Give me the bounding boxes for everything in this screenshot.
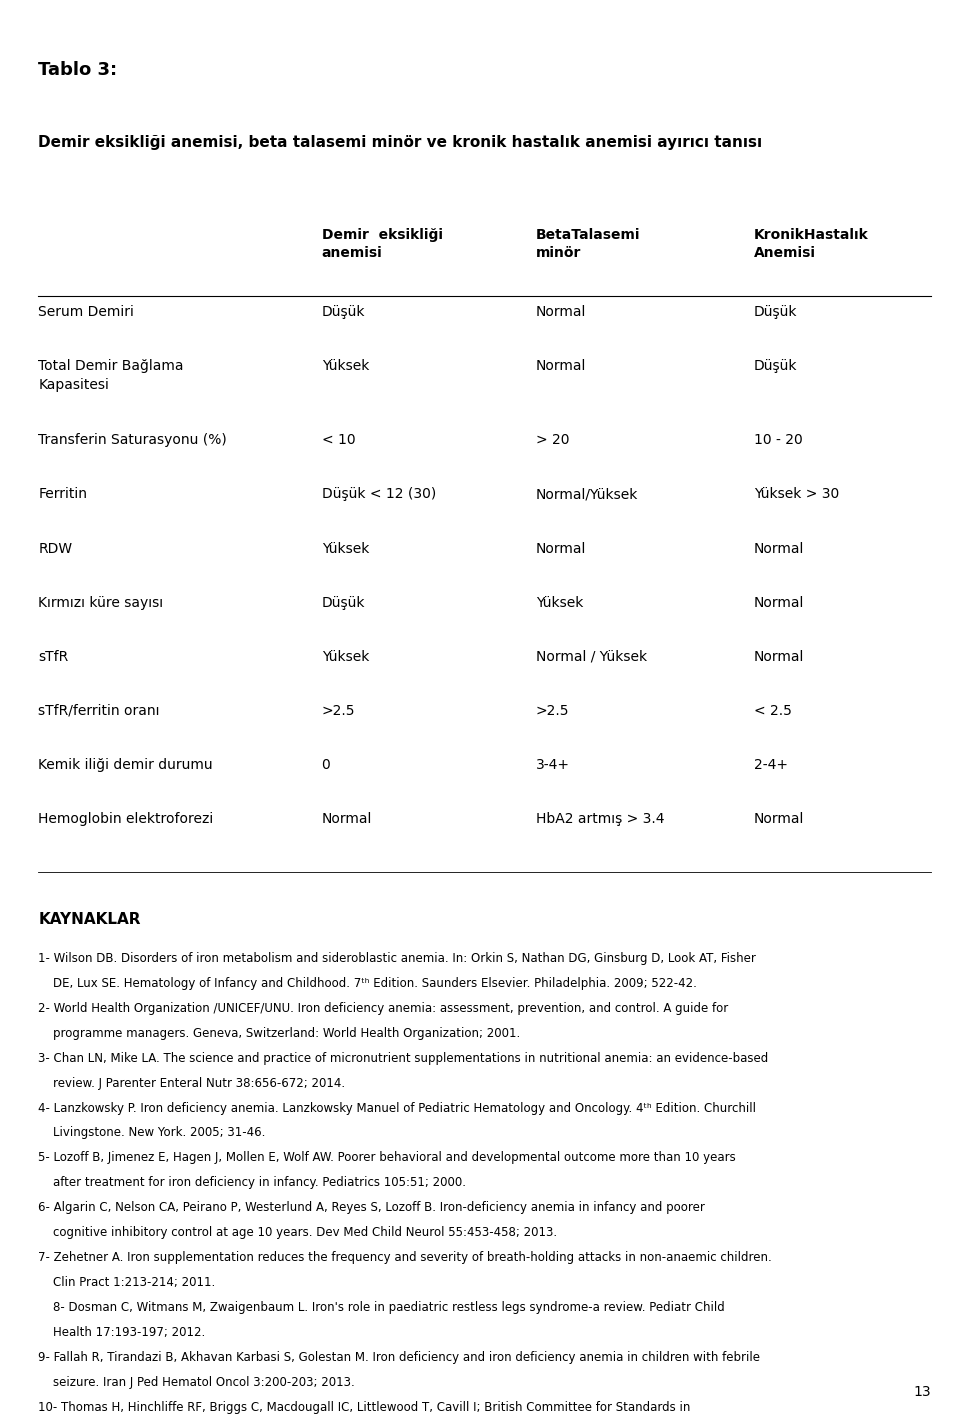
Text: Ferritin: Ferritin xyxy=(38,487,87,502)
Text: Normal: Normal xyxy=(754,650,804,664)
Text: 6- Algarin C, Nelson CA, Peirano P, Westerlund A, Reyes S, Lozoff B. Iron-defici: 6- Algarin C, Nelson CA, Peirano P, West… xyxy=(38,1201,706,1214)
Text: sTfR/ferritin oranı: sTfR/ferritin oranı xyxy=(38,704,160,718)
Text: Normal / Yüksek: Normal / Yüksek xyxy=(536,650,647,664)
Text: programme managers. Geneva, Switzerland: World Health Organization; 2001.: programme managers. Geneva, Switzerland:… xyxy=(38,1027,520,1040)
Text: Düşük: Düşük xyxy=(322,305,365,319)
Text: Livingstone. New York. 2005; 31-46.: Livingstone. New York. 2005; 31-46. xyxy=(38,1127,266,1140)
Text: Normal: Normal xyxy=(754,812,804,826)
Text: Serum Demiri: Serum Demiri xyxy=(38,305,134,319)
Text: Yüksek: Yüksek xyxy=(322,359,369,373)
Text: BetaTalasemi
minör: BetaTalasemi minör xyxy=(536,228,640,261)
Text: Yüksek: Yüksek xyxy=(322,542,369,556)
Text: Demir  eksikliği
anemisi: Demir eksikliği anemisi xyxy=(322,228,443,261)
Text: 10 - 20: 10 - 20 xyxy=(754,433,803,447)
Text: HbA2 artmış > 3.4: HbA2 artmış > 3.4 xyxy=(536,812,664,826)
Text: 2- World Health Organization /UNICEF/UNU. Iron deficiency anemia: assessment, pr: 2- World Health Organization /UNICEF/UNU… xyxy=(38,1002,729,1015)
Text: Normal: Normal xyxy=(754,596,804,610)
Text: Düşük < 12 (30): Düşük < 12 (30) xyxy=(322,487,436,502)
Text: >2.5: >2.5 xyxy=(322,704,355,718)
Text: Normal: Normal xyxy=(322,812,372,826)
Text: Düşük: Düşük xyxy=(754,305,797,319)
Text: 10- Thomas H, Hinchliffe RF, Briggs C, Macdougall IC, Littlewood T, Cavill I; Br: 10- Thomas H, Hinchliffe RF, Briggs C, M… xyxy=(38,1401,691,1414)
Text: Hemoglobin elektroforezi: Hemoglobin elektroforezi xyxy=(38,812,214,826)
Text: Total Demir Bağlama
Kapasitesi: Total Demir Bağlama Kapasitesi xyxy=(38,359,184,392)
Text: 5- Lozoff B, Jimenez E, Hagen J, Mollen E, Wolf AW. Poorer behavioral and develo: 5- Lozoff B, Jimenez E, Hagen J, Mollen … xyxy=(38,1151,736,1164)
Text: < 10: < 10 xyxy=(322,433,355,447)
Text: Düşük: Düşük xyxy=(322,596,365,610)
Text: DE, Lux SE. Hematology of Infancy and Childhood. 7ᵗʰ Edition. Saunders Elsevier.: DE, Lux SE. Hematology of Infancy and Ch… xyxy=(38,978,697,990)
Text: Yüksek: Yüksek xyxy=(322,650,369,664)
Text: Kırmızı küre sayısı: Kırmızı küre sayısı xyxy=(38,596,163,610)
Text: Tablo 3:: Tablo 3: xyxy=(38,61,117,80)
Text: RDW: RDW xyxy=(38,542,73,556)
Text: KronikHastalık
Anemisi: KronikHastalık Anemisi xyxy=(754,228,869,261)
Text: 4- Lanzkowsky P. Iron deficiency anemia. Lanzkowsky Manuel of Pediatric Hematolo: 4- Lanzkowsky P. Iron deficiency anemia.… xyxy=(38,1102,756,1114)
Text: 13: 13 xyxy=(914,1385,931,1399)
Text: < 2.5: < 2.5 xyxy=(754,704,791,718)
Text: Normal: Normal xyxy=(754,542,804,556)
Text: Normal/Yüksek: Normal/Yüksek xyxy=(536,487,638,502)
Text: Clin Pract 1:213-214; 2011.: Clin Pract 1:213-214; 2011. xyxy=(38,1277,216,1290)
Text: Kemik iliği demir durumu: Kemik iliği demir durumu xyxy=(38,758,213,772)
Text: 0: 0 xyxy=(322,758,330,772)
Text: 1- Wilson DB. Disorders of iron metabolism and sideroblastic anemia. In: Orkin S: 1- Wilson DB. Disorders of iron metaboli… xyxy=(38,952,756,965)
Text: cognitive inhibitory control at age 10 years. Dev Med Child Neurol 55:453-458; 2: cognitive inhibitory control at age 10 y… xyxy=(38,1227,558,1240)
Text: Yüksek > 30: Yüksek > 30 xyxy=(754,487,839,502)
Text: Transferin Saturasyonu (%): Transferin Saturasyonu (%) xyxy=(38,433,228,447)
Text: >2.5: >2.5 xyxy=(536,704,569,718)
Text: Normal: Normal xyxy=(536,359,586,373)
Text: KAYNAKLAR: KAYNAKLAR xyxy=(38,912,141,928)
Text: Normal: Normal xyxy=(536,305,586,319)
Text: review. J Parenter Enteral Nutr 38:656-672; 2014.: review. J Parenter Enteral Nutr 38:656-6… xyxy=(38,1077,346,1090)
Text: 3- Chan LN, Mike LA. The science and practice of micronutrient supplementations : 3- Chan LN, Mike LA. The science and pra… xyxy=(38,1052,769,1064)
Text: 2-4+: 2-4+ xyxy=(754,758,787,772)
Text: seizure. Iran J Ped Hematol Oncol 3:200-203; 2013.: seizure. Iran J Ped Hematol Oncol 3:200-… xyxy=(38,1377,355,1389)
Text: 9- Fallah R, Tirandazi B, Akhavan Karbasi S, Golestan M. Iron deficiency and iro: 9- Fallah R, Tirandazi B, Akhavan Karbas… xyxy=(38,1351,760,1364)
Text: 3-4+: 3-4+ xyxy=(536,758,569,772)
Text: Düşük: Düşük xyxy=(754,359,797,373)
Text: > 20: > 20 xyxy=(536,433,569,447)
Text: Health 17:193-197; 2012.: Health 17:193-197; 2012. xyxy=(38,1327,205,1340)
Text: Demir eksikliği anemisi, beta talasemi minör ve kronik hastalık anemisi ayırıcı : Demir eksikliği anemisi, beta talasemi m… xyxy=(38,135,762,151)
Text: Yüksek: Yüksek xyxy=(536,596,583,610)
Text: 8- Dosman C, Witmans M, Zwaigenbaum L. Iron's role in paediatric restless legs s: 8- Dosman C, Witmans M, Zwaigenbaum L. I… xyxy=(38,1301,725,1314)
Text: 7- Zehetner A. Iron supplementation reduces the frequency and severity of breath: 7- Zehetner A. Iron supplementation redu… xyxy=(38,1251,772,1264)
Text: sTfR: sTfR xyxy=(38,650,69,664)
Text: Normal: Normal xyxy=(536,542,586,556)
Text: after treatment for iron deficiency in infancy. Pediatrics 105:51; 2000.: after treatment for iron deficiency in i… xyxy=(38,1177,467,1190)
